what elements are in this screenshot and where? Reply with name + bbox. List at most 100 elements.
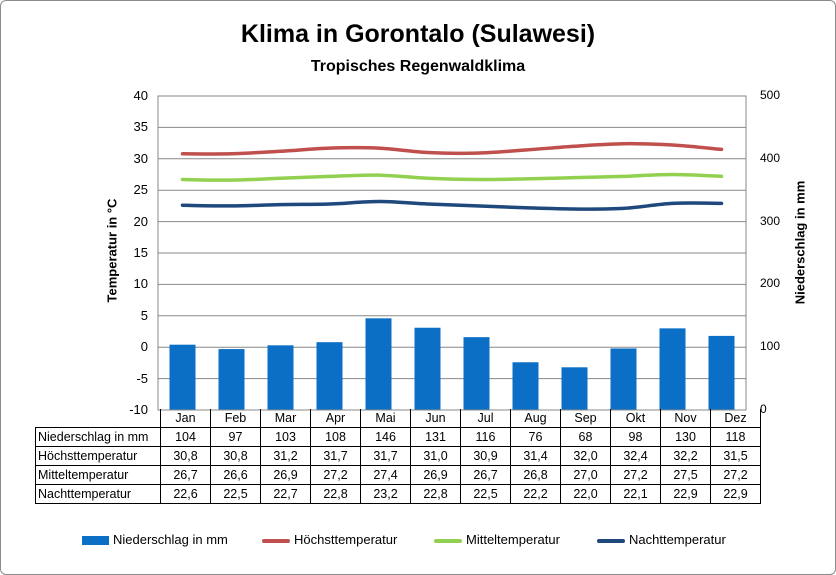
- table-row-label: Nachttemperatur: [35, 484, 161, 504]
- data-label: 27,0: [560, 465, 611, 485]
- hoechsttemperatur-line: [180, 141, 724, 156]
- data-label: 26,9: [410, 465, 461, 485]
- data-label: 31,0: [410, 446, 461, 466]
- data-label: 31,4: [510, 446, 561, 466]
- category-label: Sep: [560, 409, 611, 428]
- data-label: 22,0: [560, 484, 611, 504]
- legend-item: Mitteltemperatur: [434, 532, 560, 547]
- legend-label: Mitteltemperatur: [466, 532, 560, 547]
- data-label: 108: [310, 427, 361, 447]
- data-label: 22,8: [410, 484, 461, 504]
- precipitation-bar: [365, 318, 392, 410]
- data-label: 118: [710, 427, 761, 447]
- category-label: Dez: [710, 409, 761, 428]
- precipitation-bar: [218, 349, 245, 410]
- data-label: 30,9: [460, 446, 511, 466]
- y-tick-right: 500: [760, 88, 781, 102]
- data-label: 22,7: [260, 484, 311, 504]
- precipitation-bar: [659, 328, 686, 410]
- y-tick-left: 5: [140, 307, 148, 323]
- gridlines: [158, 95, 746, 411]
- nachttemperatur-line: [180, 199, 724, 211]
- data-label: 26,6: [210, 465, 261, 485]
- data-label: 32,4: [610, 446, 661, 466]
- category-label: Mar: [260, 409, 311, 428]
- table-corner-cell: [35, 409, 161, 428]
- legend-swatch: [434, 538, 462, 543]
- category-label: Aug: [510, 409, 561, 428]
- category-label: Jul: [460, 409, 511, 428]
- data-label: 27,5: [660, 465, 711, 485]
- legend-item: Nachttemperatur: [597, 532, 726, 547]
- data-label: 130: [660, 427, 711, 447]
- table-row-label: Höchsttemperatur: [35, 446, 161, 466]
- temperature-lines: [180, 141, 724, 211]
- precipitation-bar: [610, 348, 637, 410]
- y-tick-right: 0: [760, 402, 767, 416]
- y-tick-left: 10: [133, 276, 148, 292]
- precipitation-bar: [561, 367, 588, 410]
- table-row-label: Mitteltemperatur: [35, 465, 161, 485]
- data-label: 116: [460, 427, 511, 447]
- precipitation-bar: [316, 342, 343, 410]
- data-label: 23,2: [360, 484, 411, 504]
- data-label: 27,2: [610, 465, 661, 485]
- data-label: 26,7: [160, 465, 211, 485]
- data-label: 131: [410, 427, 461, 447]
- data-label: 146: [360, 427, 411, 447]
- y-tick-left: 25: [133, 182, 148, 198]
- legend: Niederschlag in mm Höchsttemperatur Mittel…: [0, 532, 836, 550]
- data-label: 31,7: [360, 446, 411, 466]
- data-label: 27,2: [710, 465, 761, 485]
- data-label: 31,2: [260, 446, 311, 466]
- y-tick-right: 400: [760, 150, 781, 165]
- data-label: 103: [260, 427, 311, 447]
- category-label: Feb: [210, 409, 261, 428]
- data-label: 22,5: [460, 484, 511, 504]
- table-row: Mitteltemperatur 26,7 26,6 26,9 27,2 27,4 26,9…: [35, 465, 761, 485]
- precipitation-bar: [708, 335, 735, 410]
- table-row: Niederschlag in mm 104 97 103 108 146 131 116 76…: [35, 427, 761, 447]
- data-label: 76: [510, 427, 561, 447]
- data-label: 27,2: [310, 465, 361, 485]
- data-label: 22,5: [210, 484, 261, 504]
- data-label: 22,9: [710, 484, 761, 504]
- category-label: Okt: [610, 409, 661, 428]
- y-tick-left: 15: [133, 245, 148, 260]
- y-tick-right: 100: [760, 339, 781, 354]
- data-label: 22,6: [160, 484, 211, 504]
- y-tick-left: 20: [133, 213, 148, 229]
- data-label: 27,4: [360, 465, 411, 485]
- data-label: 98: [610, 427, 661, 447]
- legend-swatch: [82, 536, 109, 546]
- legend-swatch: [597, 538, 625, 543]
- legend-label: Niederschlag in mm: [113, 532, 228, 547]
- precipitation-bar: [267, 345, 294, 410]
- table-row-label: Niederschlag in mm: [35, 427, 161, 447]
- precipitation-bar: [463, 337, 490, 410]
- legend-label: Höchsttemperatur: [294, 532, 398, 547]
- data-label: 104: [160, 427, 211, 447]
- data-table: Jan Feb Mar Apr Mai Jun Jul Aug Sep Okt Nov Dez Nied…: [35, 409, 761, 504]
- legend-item: Höchsttemperatur: [262, 532, 397, 547]
- data-label: 30,8: [210, 446, 261, 466]
- data-label: 97: [210, 427, 261, 447]
- precipitation-bars: [169, 318, 735, 410]
- mitteltemperatur-line: [180, 172, 724, 182]
- data-label: 30,8: [160, 446, 211, 466]
- y-tick-left: 35: [133, 119, 148, 135]
- data-label: 32,0: [560, 446, 611, 466]
- y-tick-right: 200: [760, 276, 781, 291]
- data-label: 26,8: [510, 465, 561, 485]
- category-label: Mai: [360, 409, 411, 428]
- data-label: 31,5: [710, 446, 761, 466]
- precipitation-bar: [512, 362, 539, 410]
- y-tick-left: -5: [136, 370, 148, 386]
- table-row: Höchsttemperatur 30,8 30,8 31,2 31,7 31,7 31,0…: [35, 446, 761, 466]
- data-label: 32,2: [660, 446, 711, 466]
- data-label: 22,2: [510, 484, 561, 504]
- category-label: Jun: [410, 409, 461, 428]
- data-label: 26,9: [260, 465, 311, 485]
- chart-title: Klima in Gorontalo (Sulawesi): [240, 20, 596, 48]
- category-label: Apr: [310, 409, 361, 428]
